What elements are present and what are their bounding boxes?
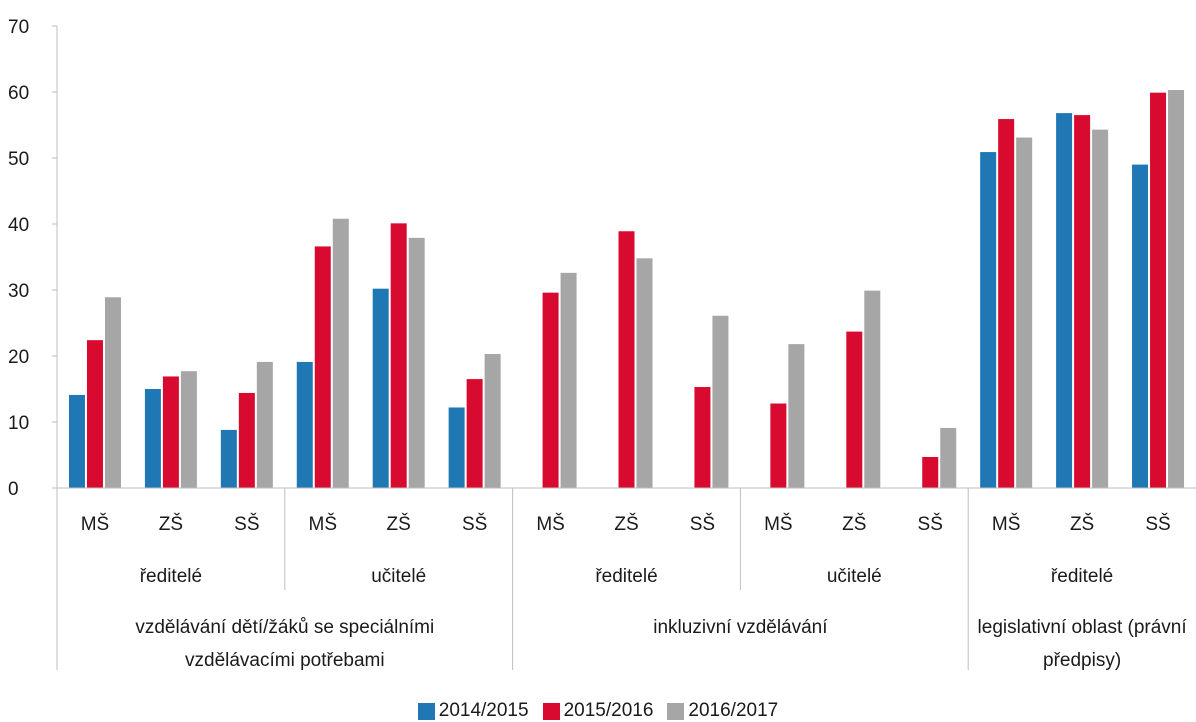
x-supergroup-label: vzdělávání dětí/žáků se speciálními bbox=[135, 617, 434, 638]
bar-2014-2015 bbox=[68, 394, 85, 488]
legend-item: 2016/2017 bbox=[667, 700, 778, 722]
x-category-label: MŠ bbox=[992, 513, 1021, 535]
bar-2015-2016 bbox=[238, 392, 255, 488]
legend-swatch bbox=[417, 702, 435, 720]
bar-2016-2017 bbox=[332, 218, 349, 488]
legend-label: 2015/2016 bbox=[563, 700, 654, 721]
bar-2016-2017 bbox=[864, 290, 881, 488]
x-category-label: SŠ bbox=[462, 513, 487, 535]
bar-2015-2016 bbox=[998, 119, 1015, 488]
x-supergroup-label: legislativní oblast (právní bbox=[978, 617, 1188, 638]
x-supergroup-label: předpisy) bbox=[1043, 650, 1121, 671]
x-category-label: ZŠ bbox=[387, 513, 411, 535]
bar-2014-2015 bbox=[1056, 113, 1073, 489]
y-tick-label: 50 bbox=[8, 149, 29, 170]
bar-2015-2016 bbox=[694, 387, 711, 488]
x-group-label: učitelé bbox=[371, 566, 426, 587]
bar-2015-2016 bbox=[618, 231, 635, 488]
bar-2016-2017 bbox=[712, 315, 729, 488]
bar-2016-2017 bbox=[180, 371, 197, 488]
y-tick-label: 60 bbox=[8, 83, 29, 104]
legend-item: 2015/2016 bbox=[542, 700, 654, 722]
bar-2015-2016 bbox=[770, 403, 787, 488]
bar-2014-2015 bbox=[372, 288, 389, 488]
x-category-label: SŠ bbox=[1145, 513, 1170, 535]
bar-2016-2017 bbox=[560, 272, 577, 488]
x-supergroup-label: inkluzivní vzdělávání bbox=[653, 617, 828, 638]
legend-swatch bbox=[667, 702, 685, 720]
bar-2015-2016 bbox=[466, 379, 483, 488]
y-tick-label: 70 bbox=[8, 17, 29, 38]
bar-2016-2017 bbox=[104, 297, 121, 488]
legend-item: 2014/2015 bbox=[417, 700, 529, 722]
x-group-label: ředitelé bbox=[1051, 566, 1113, 587]
bar-2016-2017 bbox=[940, 427, 957, 488]
bar-2015-2016 bbox=[314, 246, 331, 488]
legend: 2014/2015 2015/2016 2016/2017 bbox=[0, 700, 1196, 722]
bar-2016-2017 bbox=[256, 361, 273, 488]
x-category-label: MŠ bbox=[764, 513, 793, 535]
bar-2016-2017 bbox=[1168, 90, 1185, 489]
bar-2015-2016 bbox=[922, 456, 939, 488]
y-tick-label: 40 bbox=[8, 215, 29, 236]
bar-2015-2016 bbox=[542, 292, 559, 488]
x-category-label: SŠ bbox=[234, 513, 259, 535]
y-tick-label: 20 bbox=[8, 347, 29, 368]
x-axis: MŠ ZŠ SŠ MŠ ZŠ SŠ MŠ ZŠ SŠ MŠ ZŠ SŠ MŠ ZŠ SŠ ředitelé uč… bbox=[56, 487, 1196, 671]
bar-2016-2017 bbox=[484, 354, 501, 488]
x-group-label: ředitelé bbox=[140, 566, 202, 587]
x-category-label: ZŠ bbox=[1070, 513, 1094, 535]
bar-2016-2017 bbox=[788, 344, 805, 488]
bar-2015-2016 bbox=[846, 331, 863, 488]
legend-label: 2014/2015 bbox=[438, 700, 529, 721]
x-category-label: ZŠ bbox=[159, 513, 183, 535]
bar-2015-2016 bbox=[1150, 92, 1167, 488]
legend-swatch bbox=[542, 702, 560, 720]
bar-2014-2015 bbox=[980, 152, 997, 488]
bar-2015-2016 bbox=[1074, 115, 1091, 488]
y-axis: 0 10 20 30 40 50 60 70 bbox=[8, 17, 58, 500]
y-tick-label: 0 bbox=[8, 479, 19, 500]
y-tick-label: 30 bbox=[8, 281, 29, 302]
x-group-label: učitelé bbox=[827, 566, 882, 587]
bar-2015-2016 bbox=[86, 340, 103, 488]
x-category-label: MŠ bbox=[309, 513, 338, 535]
x-category-label: ZŠ bbox=[614, 513, 638, 535]
bar-2014-2015 bbox=[144, 389, 161, 488]
bar-2014-2015 bbox=[220, 429, 237, 488]
bar-2016-2017 bbox=[1092, 129, 1109, 488]
bar-2015-2016 bbox=[390, 223, 407, 488]
y-tick-label: 10 bbox=[8, 413, 29, 434]
bar-2015-2016 bbox=[162, 376, 179, 488]
bar-2014-2015 bbox=[1132, 164, 1149, 488]
bar-2014-2015 bbox=[296, 361, 313, 488]
bar-2016-2017 bbox=[1016, 137, 1033, 489]
x-category-label: MŠ bbox=[81, 513, 110, 535]
bars bbox=[68, 90, 1185, 489]
legend-label: 2016/2017 bbox=[688, 700, 779, 721]
x-category-label: ZŠ bbox=[842, 513, 866, 535]
x-category-label: SŠ bbox=[690, 513, 715, 535]
bar-2014-2015 bbox=[448, 407, 465, 488]
x-category-label: SŠ bbox=[918, 513, 943, 535]
x-group-label: ředitelé bbox=[595, 566, 657, 587]
bar-2016-2017 bbox=[408, 237, 425, 488]
x-category-label: MŠ bbox=[536, 513, 565, 535]
x-supergroup-label: vzdělávacími potřebami bbox=[185, 650, 385, 671]
bar-2016-2017 bbox=[636, 258, 653, 488]
